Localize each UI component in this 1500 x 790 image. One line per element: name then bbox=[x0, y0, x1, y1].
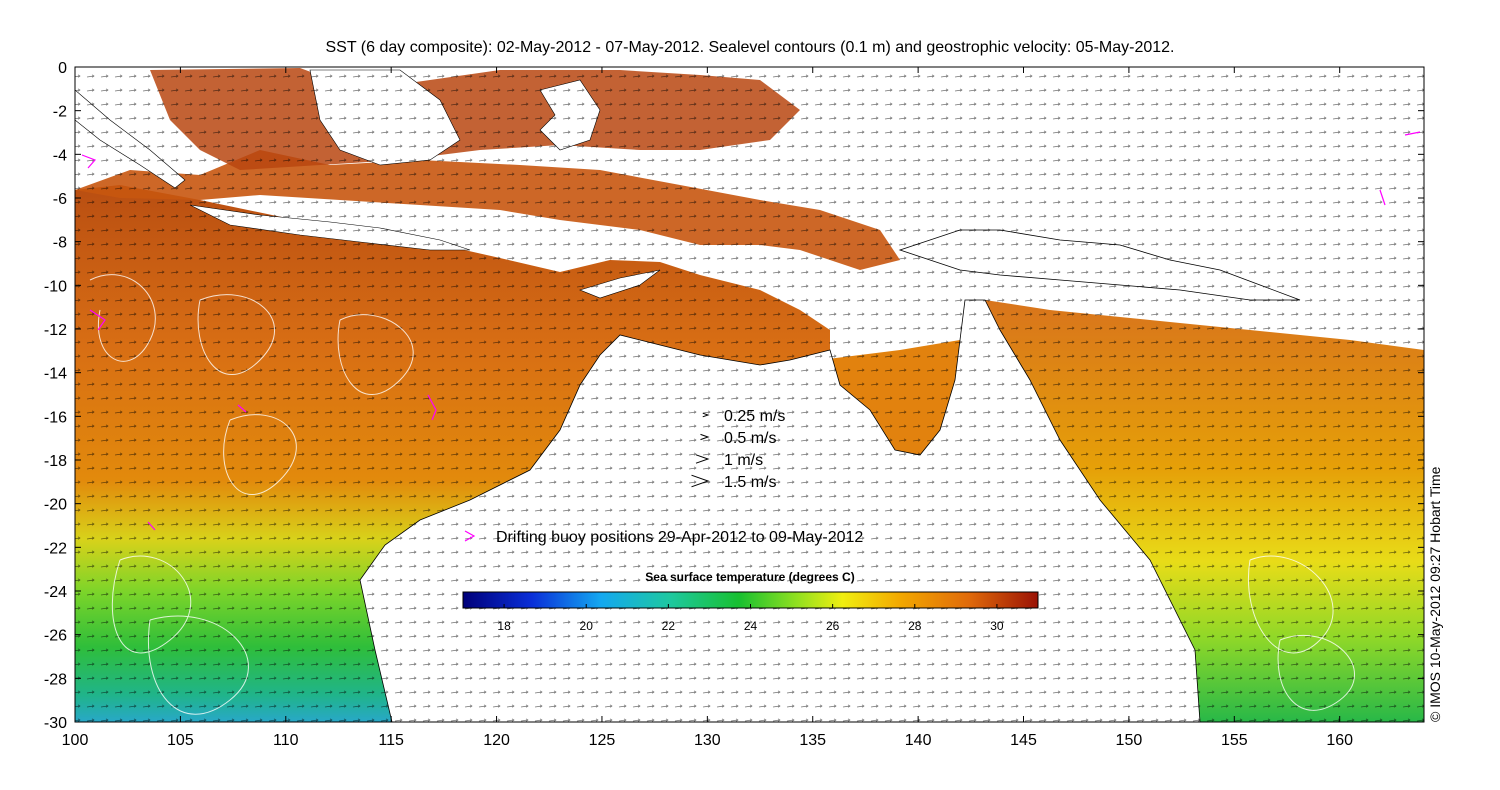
buoy-legend-label: Drifting buoy positions 29-Apr-2012 to 0… bbox=[496, 529, 863, 546]
y-tick-label: -22 bbox=[44, 540, 67, 557]
y-tick-label: -8 bbox=[53, 235, 67, 252]
velocity-legend-arrow bbox=[695, 454, 710, 464]
x-tick-label: 125 bbox=[589, 732, 616, 749]
buoy-legend: Drifting buoy positions 29-Apr-2012 to 0… bbox=[464, 529, 863, 546]
velocity-legend-label: 1.5 m/s bbox=[724, 474, 776, 491]
velocity-legend-label: 0.25 m/s bbox=[724, 408, 785, 425]
y-tick-label: -2 bbox=[53, 104, 67, 121]
colorbar-tick-label: 26 bbox=[826, 619, 840, 633]
x-tick-label: 140 bbox=[905, 732, 932, 749]
y-tick-label: -10 bbox=[44, 278, 67, 295]
x-tick-label: 150 bbox=[1116, 732, 1143, 749]
colorbar-tick-label: 22 bbox=[662, 619, 676, 633]
y-tick-label: -30 bbox=[44, 715, 67, 732]
y-tick-label: -12 bbox=[44, 322, 67, 339]
colorbar-ticks: 18 20 22 24 26 28 30 bbox=[497, 604, 1004, 633]
y-tick-label: -18 bbox=[44, 453, 67, 470]
colorbar-tick-label: 28 bbox=[908, 619, 922, 633]
y-tick-label: -20 bbox=[44, 497, 67, 514]
velocity-vector-field bbox=[75, 67, 1424, 722]
velocity-legend-label: 0.5 m/s bbox=[724, 430, 776, 447]
x-tick-label: 110 bbox=[273, 732, 299, 749]
colorbar-tick-label: 20 bbox=[580, 619, 594, 633]
x-tick-label: 115 bbox=[378, 732, 404, 749]
x-tick-label: 145 bbox=[1010, 732, 1037, 749]
x-tick-label: 155 bbox=[1221, 732, 1248, 749]
y-tick-label: -6 bbox=[53, 191, 67, 208]
velocity-legend-arrow bbox=[691, 474, 710, 488]
sealevel-contours bbox=[89, 274, 1355, 715]
velocity-legend-arrow bbox=[700, 433, 710, 441]
y-tick-label: 0 bbox=[58, 60, 67, 77]
y-tick-label: -26 bbox=[44, 628, 67, 645]
map-title: SST (6 day composite): 02-May-2012 - 07-… bbox=[326, 39, 1175, 56]
colorbar-title: Sea surface temperature (degrees C) bbox=[645, 570, 854, 584]
buoy-legend-symbol bbox=[464, 530, 476, 542]
velocity-legend-label: 1 m/s bbox=[724, 452, 763, 469]
y-axis: 0 -2 -4 -6 -8 -10 -12 -14 -16 -18 -20 -22 -24 -26 -28 -… bbox=[44, 60, 1424, 732]
colorbar-tick-label: 30 bbox=[990, 619, 1004, 633]
x-tick-label: 120 bbox=[483, 732, 510, 749]
colorbar-tick-label: 24 bbox=[744, 619, 758, 633]
y-tick-label: -16 bbox=[44, 409, 67, 426]
y-tick-label: -24 bbox=[44, 584, 67, 601]
x-tick-label: 100 bbox=[62, 732, 89, 749]
y-tick-label: -4 bbox=[53, 147, 67, 164]
drifting-buoy-tracks bbox=[81, 131, 1421, 531]
x-tick-label: 135 bbox=[799, 732, 826, 749]
map-plot-area bbox=[75, 67, 1424, 722]
y-tick-label: -14 bbox=[44, 366, 67, 383]
colorbar: Sea surface temperature (degrees C) 18 20… bbox=[462, 570, 1039, 633]
x-tick-label: 105 bbox=[167, 732, 194, 749]
map-frame bbox=[74, 66, 1425, 723]
x-axis: 100 105 110 115 120 125 130 135 140 145 150 155 160 bbox=[62, 67, 1353, 749]
x-tick-label: 160 bbox=[1326, 732, 1353, 749]
imos-credit: © IMOS 10-May-2012 09:27 Hobart Time bbox=[1427, 466, 1443, 722]
velocity-legend-arrow bbox=[702, 412, 710, 418]
y-tick-label: -28 bbox=[44, 671, 67, 688]
colorbar-tick-label: 18 bbox=[497, 619, 511, 633]
x-tick-label: 130 bbox=[694, 732, 721, 749]
velocity-legend: 0.25 m/s 0.5 m/s 1 m/s 1.5 m/s bbox=[691, 408, 785, 491]
